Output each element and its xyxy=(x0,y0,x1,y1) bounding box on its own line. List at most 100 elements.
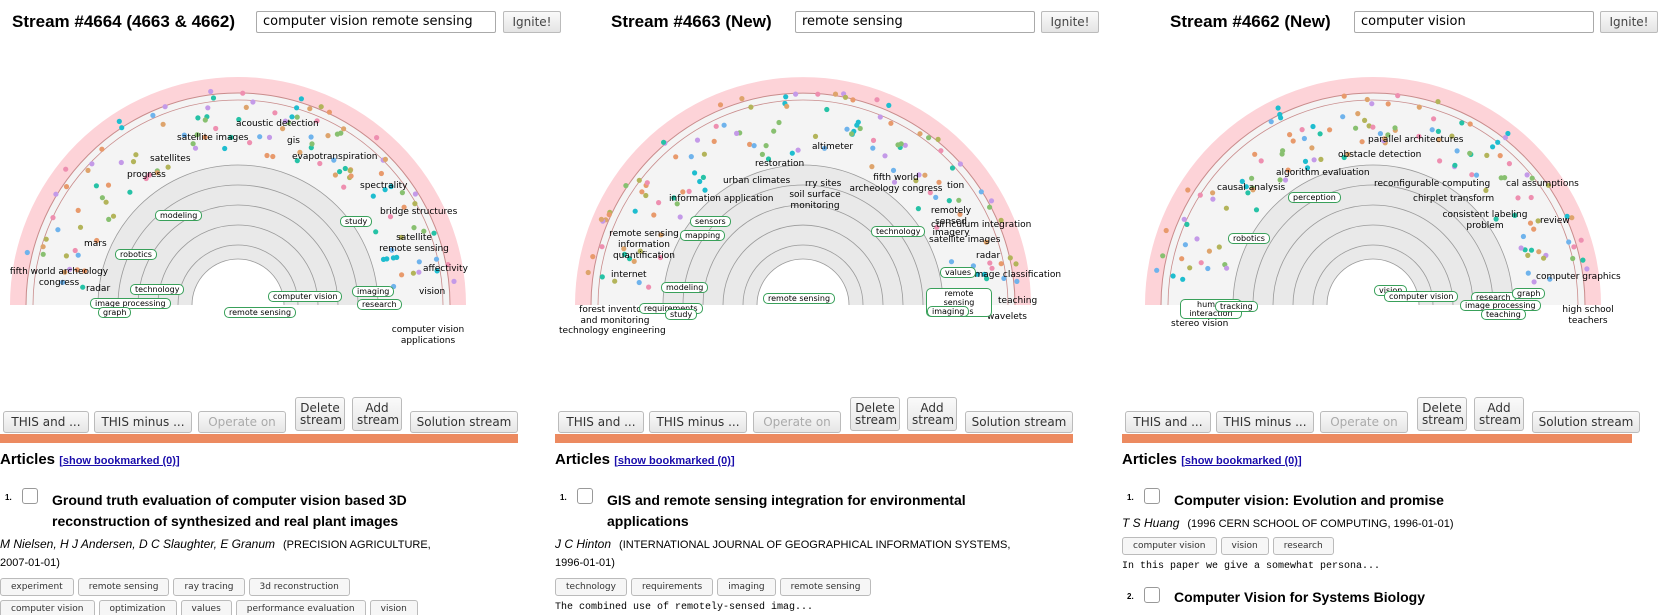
keyword-tag[interactable]: graph xyxy=(98,307,132,318)
topic-arc-visualization[interactable]: altimeter restoration fifth world archeo… xyxy=(555,48,1115,378)
ignite-button[interactable]: Ignite! xyxy=(503,11,561,33)
solution-stream-button[interactable]: Solution stream xyxy=(410,411,518,433)
keyword-chip[interactable]: values xyxy=(180,600,232,615)
keyword-tag[interactable]: robotics xyxy=(115,249,157,260)
topic-tag[interactable]: remote sensing information quantificatio… xyxy=(609,229,679,261)
topic-tag[interactable]: vision xyxy=(419,287,446,297)
keyword-tag[interactable]: technology xyxy=(130,284,185,295)
topic-tag[interactable]: computer graphics xyxy=(1536,272,1621,282)
topic-tag[interactable]: technology engineering xyxy=(559,326,666,336)
ignite-button[interactable]: Ignite! xyxy=(1041,11,1099,33)
this-and-button[interactable]: THIS and ... xyxy=(1125,411,1211,433)
keyword-tag[interactable]: remote sensing xyxy=(763,293,836,304)
keyword-tag[interactable]: values xyxy=(940,267,977,278)
keyword-chip[interactable]: optimization xyxy=(98,600,177,615)
keyword-chip[interactable]: vision xyxy=(1220,537,1269,555)
keyword-chip[interactable]: technology xyxy=(555,578,627,596)
topic-tag[interactable]: restoration xyxy=(755,159,805,169)
bookmark-checkbox[interactable] xyxy=(1144,488,1160,504)
keyword-tag[interactable]: graph xyxy=(1512,288,1546,299)
topic-tag[interactable]: acoustic detection xyxy=(236,119,319,129)
keyword-tag[interactable]: tracking xyxy=(1215,301,1258,312)
keyword-tag[interactable]: technology xyxy=(871,226,926,237)
topic-tag[interactable]: fifth world archeology congress xyxy=(9,267,109,288)
keyword-chip[interactable]: remote sensing xyxy=(77,578,170,596)
topic-tag[interactable]: mars xyxy=(84,239,107,249)
topic-tag[interactable]: algorithm evaluation xyxy=(1276,168,1370,178)
keyword-chip[interactable]: research xyxy=(1272,537,1334,555)
delete-stream-button[interactable]: Delete stream xyxy=(850,397,900,431)
ignite-button[interactable]: Ignite! xyxy=(1600,11,1658,33)
topic-tag[interactable]: obstacle detection xyxy=(1338,150,1422,160)
topic-tag[interactable]: soil surface monitoring xyxy=(789,190,841,211)
keyword-chip[interactable]: vision xyxy=(369,600,418,615)
topic-tag[interactable]: satellite images xyxy=(929,235,1001,245)
topic-tag[interactable]: high school teachers xyxy=(1562,305,1614,326)
topic-tag[interactable]: remotely sensed imagery xyxy=(930,206,972,238)
topic-tag[interactable]: reconfigurable computing xyxy=(1374,179,1491,189)
topic-tag[interactable]: causal analysis xyxy=(1217,183,1286,193)
bookmark-checkbox[interactable] xyxy=(1144,587,1160,603)
keyword-chip[interactable]: computer vision xyxy=(1122,537,1217,555)
topic-tag[interactable]: altimeter xyxy=(812,142,854,152)
show-bookmarked-link[interactable]: [show bookmarked (0)] xyxy=(614,455,735,467)
keyword-chip[interactable]: requirements xyxy=(630,578,714,596)
bookmark-checkbox[interactable] xyxy=(577,488,593,504)
keyword-tag[interactable]: remote sensing xyxy=(224,307,297,318)
topic-tag[interactable]: radar xyxy=(86,284,111,294)
topic-tag[interactable]: chirplet transform xyxy=(1413,194,1495,204)
topic-tag[interactable]: evapotranspiration xyxy=(292,152,378,162)
keyword-chip[interactable]: computer vision xyxy=(0,600,95,615)
operate-on-button[interactable]: Operate on xyxy=(198,411,286,433)
topic-tag[interactable]: spectrality xyxy=(360,181,408,191)
article-title[interactable]: GIS and remote sensing integration for e… xyxy=(607,492,966,529)
this-minus-button[interactable]: THIS minus ... xyxy=(1216,411,1314,433)
topic-tag[interactable]: wavelets xyxy=(987,312,1027,322)
topic-tag[interactable]: urban climates xyxy=(723,176,791,186)
show-bookmarked-link[interactable]: [show bookmarked (0)] xyxy=(59,455,180,467)
topic-tag[interactable]: gis xyxy=(287,136,300,146)
topic-tag[interactable]: bridge structures xyxy=(380,207,458,217)
search-input[interactable]: remote sensing xyxy=(795,11,1035,33)
operate-on-button[interactable]: Operate on xyxy=(1320,411,1408,433)
this-minus-button[interactable]: THIS minus ... xyxy=(649,411,747,433)
article-title[interactable]: Computer vision: Evolution and promise xyxy=(1174,492,1444,508)
topic-tag[interactable]: progress xyxy=(127,170,166,180)
delete-stream-button[interactable]: Delete stream xyxy=(1417,397,1467,431)
add-stream-button[interactable]: Add stream xyxy=(1474,397,1524,431)
topic-arc-visualization[interactable]: acoustic detection satellite images gis … xyxy=(0,48,560,378)
keyword-tag[interactable]: modeling xyxy=(155,210,203,221)
topic-tag[interactable]: computer vision applications xyxy=(391,325,465,346)
topic-arc-visualization[interactable]: parallel architectures obstacle detectio… xyxy=(1122,48,1674,378)
topic-tag[interactable]: parallel architectures xyxy=(1368,135,1464,145)
this-and-button[interactable]: THIS and ... xyxy=(3,411,89,433)
topic-tag[interactable]: internet xyxy=(611,270,647,280)
article-title[interactable]: Computer Vision for Systems Biology xyxy=(1174,589,1426,605)
topic-tag[interactable]: curriculum integration xyxy=(931,220,1032,230)
add-stream-button[interactable]: Add stream xyxy=(352,397,402,431)
keyword-tag[interactable]: robotics xyxy=(1228,233,1270,244)
operate-on-button[interactable]: Operate on xyxy=(753,411,841,433)
topic-tag[interactable]: tion xyxy=(947,181,965,191)
keyword-tag[interactable]: research xyxy=(357,299,402,310)
topic-tag[interactable]: consistent labeling problem xyxy=(1442,210,1528,231)
bookmark-checkbox[interactable] xyxy=(22,488,38,504)
keyword-chip[interactable]: remote sensing xyxy=(779,578,872,596)
keyword-tag[interactable]: perception xyxy=(1288,192,1341,203)
topic-tag[interactable]: fifth world archeology congress xyxy=(849,173,943,194)
topic-tag[interactable]: affectivity xyxy=(423,264,468,274)
keyword-tag[interactable]: computer vision xyxy=(268,291,343,302)
search-input[interactable]: computer vision xyxy=(1354,11,1594,33)
article-title[interactable]: Ground truth evaluation of computer visi… xyxy=(52,492,407,529)
solution-stream-button[interactable]: Solution stream xyxy=(1532,411,1640,433)
show-bookmarked-link[interactable]: [show bookmarked (0)] xyxy=(1181,455,1302,467)
topic-tag[interactable]: satellites xyxy=(150,154,191,164)
keyword-tag[interactable]: study xyxy=(340,216,373,227)
keyword-chip[interactable]: ray tracing xyxy=(173,578,245,596)
keyword-tag[interactable]: sensors xyxy=(690,216,731,227)
keyword-chip[interactable]: imaging xyxy=(717,578,776,596)
topic-tag[interactable]: review xyxy=(1540,216,1570,226)
keyword-tag[interactable]: mapping xyxy=(680,230,726,241)
topic-tag[interactable]: information application xyxy=(669,194,774,204)
this-minus-button[interactable]: THIS minus ... xyxy=(94,411,192,433)
